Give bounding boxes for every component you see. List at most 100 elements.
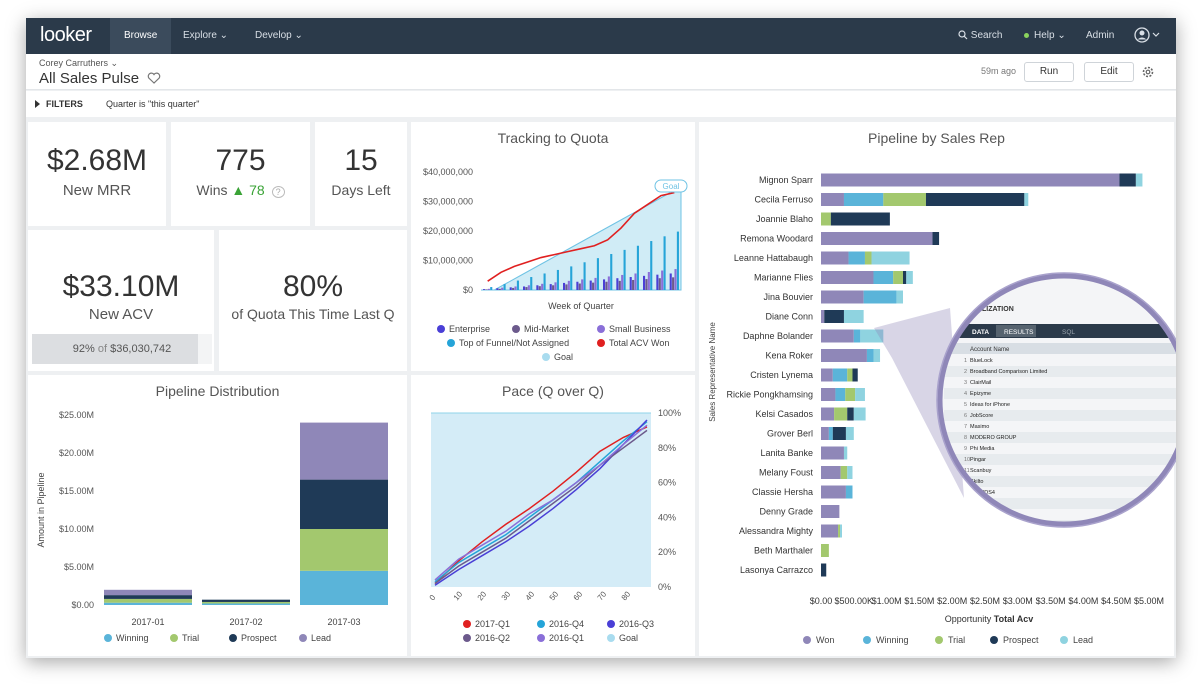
x-tick-label: $2.50M (970, 596, 1000, 606)
bar-top-of-funnel-not-assigned (503, 284, 506, 290)
nav-explore[interactable]: Explore ⌄ (183, 30, 229, 41)
y-tick-label: 60% (658, 478, 676, 488)
legend-swatch (229, 634, 237, 642)
top-nav: looker Browse Explore ⌄ Develop ⌄ Search… (26, 18, 1176, 54)
legend-label: Mid-Market (524, 324, 570, 334)
rep-name: Jina Bouvier (763, 292, 813, 302)
bar-enterprise (656, 274, 659, 290)
legend-swatch (537, 620, 545, 628)
bar-small-business (594, 277, 597, 290)
progress-percent: 92% (72, 343, 95, 355)
admin-link[interactable]: Admin (1086, 30, 1115, 41)
bar-lead (855, 388, 865, 401)
magnifier-row-num: 6 (964, 413, 967, 419)
bar-prospect (824, 310, 844, 323)
nav-develop[interactable]: Develop ⌄ (255, 30, 303, 41)
bar-mid-market (565, 284, 568, 290)
magnifier-row-num: 1 (964, 358, 967, 364)
distribution-chart: $25.00M $20.00M $15.00M $10.00M $5.00M $0.00 A… (36, 410, 388, 643)
bar-winning (202, 603, 290, 605)
bar-trial (847, 368, 853, 382)
search-link[interactable]: Search (958, 18, 1002, 54)
magnifier-ring-outer (936, 272, 1176, 528)
bar-top-of-funnel-not-assigned (636, 245, 639, 290)
rep-name: Kelsi Casados (755, 409, 813, 419)
tracking-chart: $40,000,000 $30,000,000 $20,000,000 $10,000… (423, 167, 688, 362)
info-icon[interactable]: ? (271, 186, 285, 198)
magnifier-tab-active (996, 325, 1036, 337)
dashboard-title: All Sales Pulse (39, 70, 140, 87)
magnifier-row-name: ClairMail (970, 380, 991, 386)
kpi-value: 15 (344, 144, 378, 177)
kpi-new-mrr: $2.68M New MRR (28, 122, 166, 226)
bar-winning (873, 271, 894, 284)
bar-lead (847, 466, 853, 479)
x-tick-label: 2017-03 (327, 617, 360, 627)
bar-small-business (554, 282, 557, 290)
legend-swatch (803, 636, 811, 644)
legend-swatch (537, 634, 545, 642)
bar-lead (873, 349, 881, 362)
bar-won (821, 329, 854, 343)
filter-quarter[interactable]: Quarter is "this quarter" (106, 99, 200, 109)
bar-won (821, 388, 836, 401)
bar-enterprise (496, 288, 499, 290)
bar-mid-market (605, 281, 608, 290)
magnifier-row-name: Ideas for iPhone (970, 402, 1010, 408)
bar-winning (863, 290, 897, 304)
magnifier-row-name: Broadband Comparison Limited (970, 369, 1047, 375)
x-tick-label: $0.00 (810, 596, 833, 606)
bar-won (821, 310, 825, 323)
y-tick-label: $25.00M (59, 410, 94, 420)
rep-name: Melany Foust (759, 468, 814, 478)
pace-line-2016-Q4 (434, 421, 648, 583)
legend-label: Small Business (609, 324, 671, 334)
bar-small-business (647, 272, 650, 290)
bar-won (821, 466, 841, 479)
bar-won (821, 290, 864, 304)
kpi-label: Wins (196, 182, 228, 198)
bar-winning (835, 388, 846, 401)
bar-small-business (661, 270, 664, 290)
bar-winning (300, 570, 388, 605)
bar-won (821, 349, 867, 362)
kpi-label-row: Wins ▲ 78 ? (171, 182, 310, 198)
rep-name: Cecila Ferruso (754, 195, 813, 205)
x-tick-label: $3.50M (1036, 596, 1066, 606)
nav-browse[interactable]: Browse (110, 18, 172, 54)
magnifier-row-bg (944, 366, 1176, 377)
kpi-value: 775 (215, 144, 266, 177)
x-tick-label: 30 (500, 589, 513, 602)
bar-trial (883, 193, 926, 206)
x-tick-label: $4.00M (1068, 596, 1098, 606)
looker-logo: looker (40, 24, 92, 46)
bar-won (821, 193, 844, 206)
legend-swatch (1060, 636, 1068, 644)
edit-button[interactable]: Edit (1084, 62, 1134, 82)
x-tick-label: 20 (476, 589, 489, 602)
x-tick-label: 60 (572, 589, 585, 602)
help-menu[interactable]: Help ⌄ (1024, 18, 1066, 54)
magnifier-row-name: Vyinteractive (970, 523, 1001, 529)
run-button[interactable]: Run (1024, 62, 1074, 82)
user-menu[interactable] (1134, 18, 1160, 54)
owner-menu[interactable]: Corey Carruthers ⌄ (39, 58, 119, 68)
heart-icon[interactable] (147, 72, 161, 84)
bar-top-of-funnel-not-assigned (676, 231, 679, 290)
legend-label: 2017-Q1 (475, 619, 510, 629)
x-axis-label-bold: Total Acv (994, 614, 1034, 624)
magnifier-row-num: 3 (964, 380, 967, 386)
bar-won (821, 427, 829, 440)
bar-trial (821, 212, 831, 226)
filters-label[interactable]: FILTERS (46, 99, 83, 109)
expand-filters-icon[interactable] (35, 100, 41, 108)
magnifier-row-num: 9 (964, 446, 967, 452)
magnifier-beam (874, 308, 964, 498)
bar-prospect (925, 193, 1025, 206)
gear-icon[interactable] (1141, 65, 1155, 79)
bar-trial (845, 388, 856, 401)
kpi-label: New ACV (88, 306, 154, 323)
bar-enterprise (483, 289, 486, 290)
rep-name: Diane Conn (765, 312, 813, 322)
